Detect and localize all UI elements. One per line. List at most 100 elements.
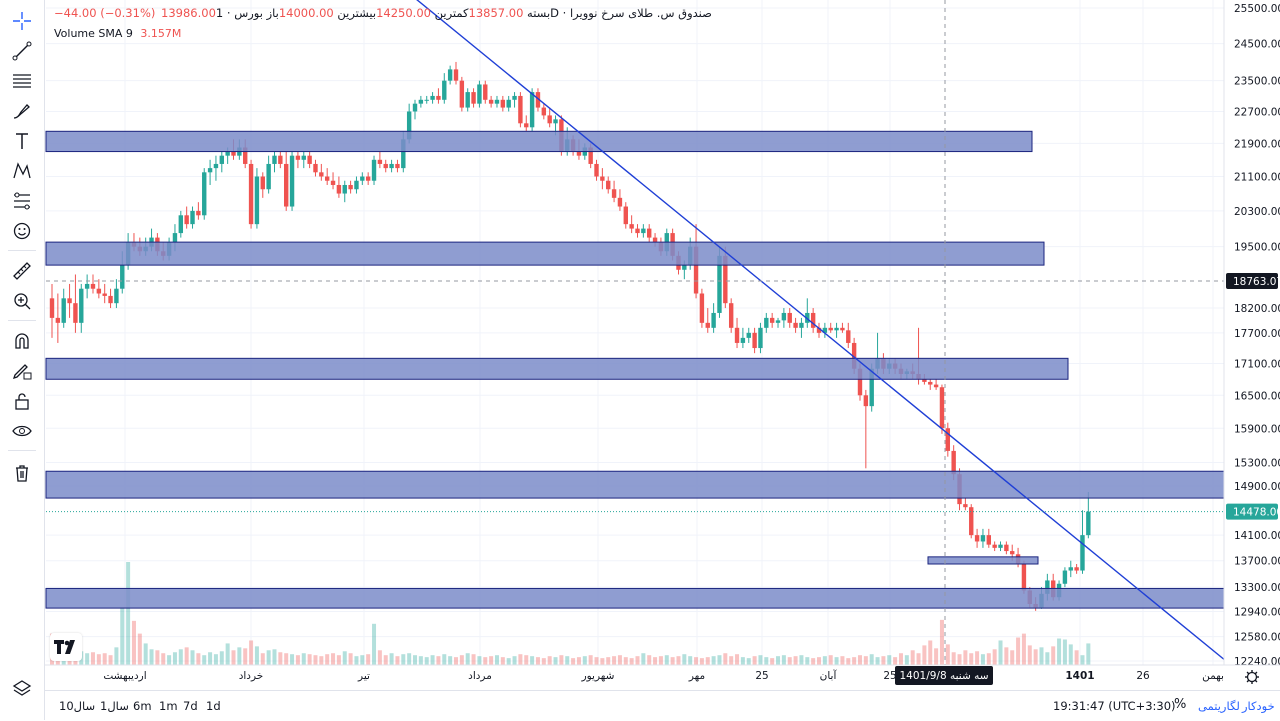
range-1y[interactable]: 1سال <box>100 699 129 713</box>
volume-bar <box>606 657 611 665</box>
price-tick-label: 19500.00 <box>1234 242 1280 254</box>
range-1m[interactable]: 1m <box>159 699 178 713</box>
fib-icon[interactable] <box>7 68 37 94</box>
candle <box>764 312 769 333</box>
candle <box>418 95 424 108</box>
settings-icon[interactable] <box>1245 670 1259 684</box>
volume-bar <box>518 654 523 665</box>
settings-icon-ring <box>1246 671 1258 683</box>
candle <box>758 322 763 354</box>
lock-icon[interactable] <box>7 388 37 414</box>
candle-body <box>231 151 236 156</box>
candle-body <box>190 210 195 225</box>
volume-bar <box>512 656 517 665</box>
bottom-toolbar: 10سال 1سال 6m 1m 7d 1d 19:31:47 (UTC+3:3… <box>45 690 1280 721</box>
zoom-icon[interactable] <box>7 288 37 314</box>
range-10y[interactable]: 10سال <box>59 699 96 713</box>
candle-body <box>840 327 845 331</box>
candle <box>600 168 605 190</box>
percent-toggle[interactable]: % <box>1174 697 1187 712</box>
price-zone[interactable] <box>927 556 1039 565</box>
trendline-icon[interactable] <box>7 38 37 64</box>
candle <box>272 151 277 173</box>
volume-bar <box>178 649 183 665</box>
price-zone[interactable] <box>45 130 1033 153</box>
volume-bar <box>307 654 312 665</box>
volume-bar <box>96 654 101 665</box>
volume-bar <box>817 657 822 665</box>
volume-bar <box>325 654 330 665</box>
emoji-icon[interactable] <box>7 218 37 244</box>
log-toggle[interactable]: لگاریتمی <box>1198 699 1240 713</box>
range-7d[interactable]: 7d <box>183 699 198 713</box>
candle-body <box>377 159 383 164</box>
volume-bar <box>254 646 259 665</box>
candle-body <box>846 330 851 343</box>
candle-body <box>494 99 500 104</box>
eye-icon[interactable] <box>7 418 37 444</box>
candle-body <box>857 368 863 396</box>
candle-body <box>793 322 798 328</box>
volume-bar <box>243 648 248 665</box>
settings-icon-tooth <box>1246 679 1250 683</box>
volume-bar <box>172 652 177 665</box>
price-tick-label: 12240.00 <box>1234 656 1280 668</box>
volume-bar <box>1039 647 1044 665</box>
price-axis-bg[interactable] <box>1224 0 1280 665</box>
volume-bar <box>272 649 277 665</box>
time-axis-bg[interactable] <box>44 665 1224 690</box>
volume-bar <box>729 656 734 665</box>
candle <box>307 151 312 169</box>
candle <box>828 322 833 333</box>
candle-body <box>734 327 740 343</box>
close-label: بسته <box>527 6 551 20</box>
range-1d[interactable]: 1d <box>206 699 221 713</box>
volume-bar <box>114 647 119 665</box>
volume-bar <box>213 654 218 665</box>
clock-timezone[interactable]: 19:31:47 (UTC+3:30) <box>1053 699 1176 713</box>
ruler-icon[interactable] <box>7 258 37 284</box>
magnet-icon[interactable] <box>7 328 37 354</box>
volume-bar <box>313 655 318 665</box>
price-tick-label: 13700.00 <box>1234 556 1280 568</box>
settings-icon-tooth <box>1246 671 1250 675</box>
crosshair-date-label: سه شنبه 1401/9/8 <box>899 670 988 682</box>
candle-body <box>1062 570 1068 584</box>
candle <box>623 202 628 229</box>
candle-body <box>945 428 951 451</box>
candle-body <box>810 312 816 328</box>
candle <box>430 92 435 104</box>
candle-body <box>1080 535 1085 571</box>
candle-body <box>266 163 271 190</box>
text-icon[interactable] <box>7 128 37 154</box>
candle-body <box>254 176 260 225</box>
crosshair-icon[interactable] <box>7 8 37 34</box>
layers-icon[interactable] <box>7 676 37 702</box>
volume-bar <box>161 653 166 665</box>
candle <box>354 176 359 194</box>
trendline[interactable] <box>405 0 1227 662</box>
brush-icon[interactable] <box>7 98 37 124</box>
pattern-icon[interactable] <box>7 158 37 184</box>
candle-body <box>992 544 997 548</box>
candle <box>711 303 716 333</box>
time-tick-label: 26 <box>1136 670 1150 682</box>
trash-icon[interactable] <box>7 460 37 486</box>
candle <box>55 293 61 343</box>
toolbar-divider <box>8 250 36 251</box>
price-zone[interactable] <box>45 241 1045 266</box>
support-resistance-zones <box>45 130 1225 609</box>
lock-draw-icon[interactable] <box>7 358 37 384</box>
symbol-title[interactable]: صندوق س. طلای سرخ نوویرا <box>569 6 712 20</box>
forecast-icon[interactable] <box>7 188 37 214</box>
tradingview-logo[interactable] <box>50 633 82 661</box>
price-zone[interactable] <box>45 470 1225 499</box>
candle-body <box>114 288 119 304</box>
volume-bar <box>559 655 564 665</box>
price-zone[interactable] <box>45 587 1225 609</box>
toolbar-divider <box>8 320 36 321</box>
range-6m[interactable]: 6m <box>133 699 152 713</box>
auto-toggle[interactable]: خودکار <box>1242 699 1275 713</box>
price-zone[interactable] <box>45 357 1069 380</box>
